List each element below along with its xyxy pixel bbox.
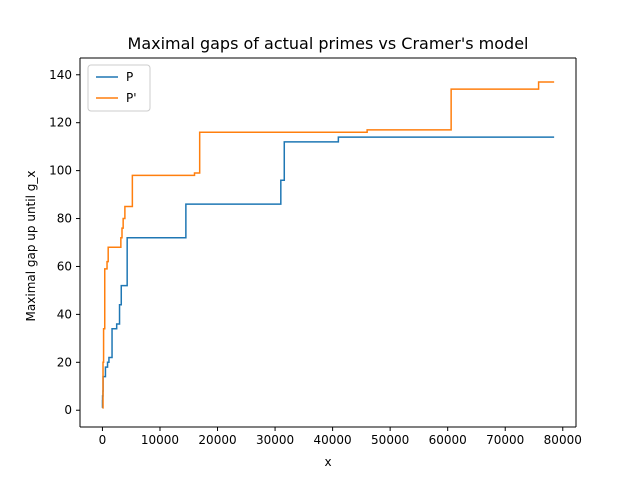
y-tick-label: 120 — [49, 116, 72, 130]
x-axis-label: x — [324, 455, 331, 469]
x-tick-label: 40000 — [314, 433, 352, 447]
x-tick-label: 10000 — [141, 433, 179, 447]
axis-ticks: 0 10000 20000 30000 40000 50000 60000 70000 8000… — [49, 57, 582, 447]
series-line-p-prime — [102, 81, 555, 409]
x-tick-label: 0 — [99, 433, 107, 447]
y-tick-label: 140 — [49, 68, 72, 82]
x-tick-label: 60000 — [429, 433, 467, 447]
legend: P P' — [87, 64, 151, 112]
y-tick-label: 60 — [57, 259, 72, 273]
y-tick-label: 20 — [57, 355, 72, 369]
y-axis-label: Maximal gap up until g_x — [24, 171, 38, 322]
x-tick-label: 50000 — [371, 433, 409, 447]
plot-area — [80, 58, 576, 427]
x-tick-label: 20000 — [198, 433, 236, 447]
x-tick-label: 70000 — [486, 433, 524, 447]
x-tick-label: 80000 — [544, 433, 582, 447]
y-tick-label: 80 — [57, 212, 72, 226]
legend-label: P' — [126, 91, 137, 105]
plot-background — [80, 58, 576, 427]
y-tick-label: 0 — [64, 403, 72, 417]
chart-title: Maximal gaps of actual primes vs Cramer'… — [128, 34, 529, 53]
x-tick-label: 30000 — [256, 433, 294, 447]
y-tick-label: 40 — [57, 307, 72, 321]
legend-box — [87, 64, 151, 112]
legend-label: P — [126, 70, 133, 84]
y-tick-label: 100 — [49, 164, 72, 178]
